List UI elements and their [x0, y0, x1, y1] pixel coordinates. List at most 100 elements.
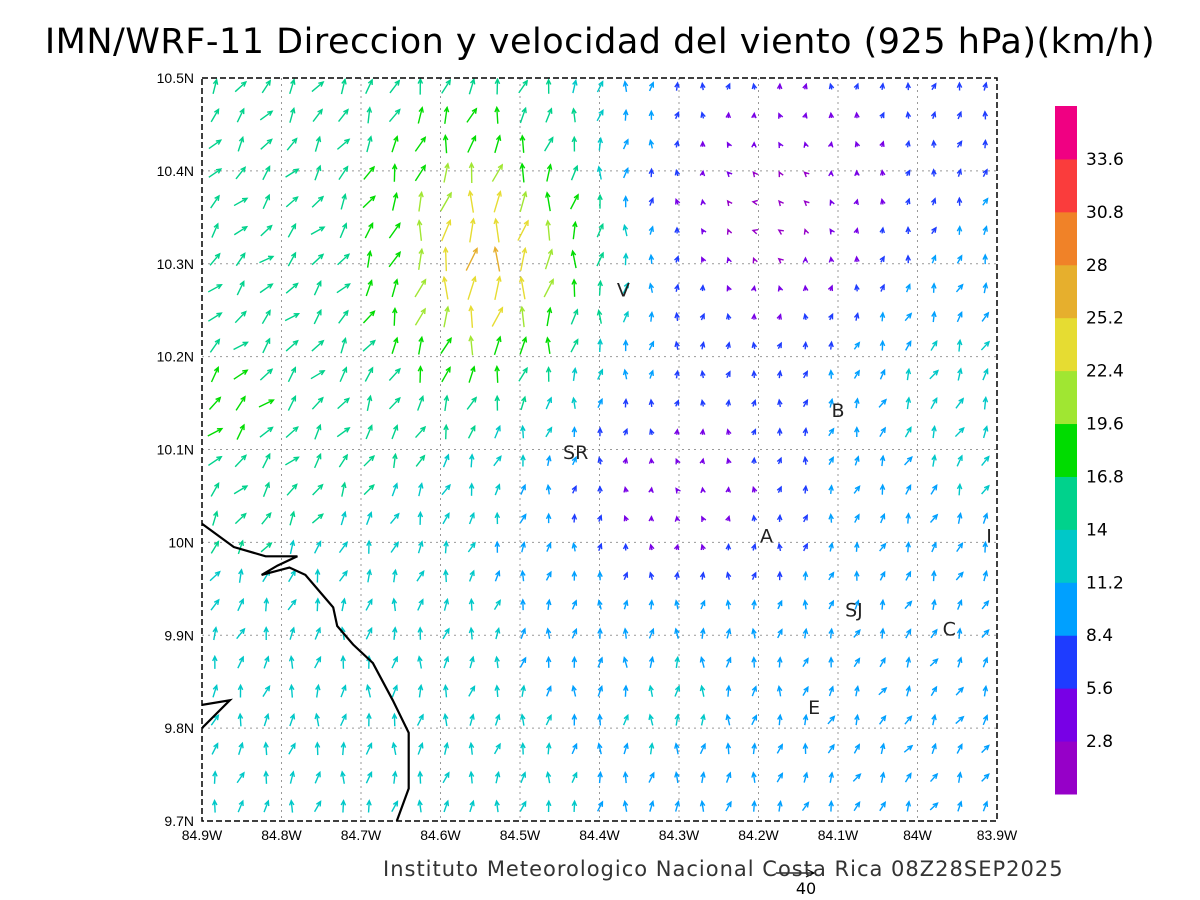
- wind-vector: [879, 426, 886, 438]
- wind-vector: [363, 165, 376, 180]
- wind-vector: [751, 199, 759, 206]
- wind-vector: [493, 599, 501, 610]
- wind-vector: [571, 684, 577, 697]
- wind-vector: [674, 515, 681, 522]
- wind-vector: [675, 198, 681, 205]
- wind-vector: [931, 454, 937, 467]
- wind-vector: [259, 283, 274, 294]
- place-label: C: [943, 618, 956, 640]
- colorbar-swatch: [1055, 158, 1077, 213]
- wind-vector: [982, 253, 989, 265]
- wind-vector: [982, 656, 989, 668]
- wind-vector: [546, 163, 553, 182]
- wind-vector: [777, 656, 783, 668]
- wind-vector: [468, 365, 476, 383]
- wind-vector: [571, 485, 577, 494]
- wind-vector: [418, 247, 424, 270]
- wind-vector: [366, 249, 373, 268]
- wind-vector: [879, 454, 886, 467]
- wind-vector: [956, 338, 963, 352]
- wind-vector: [879, 140, 885, 148]
- wind-vector: [981, 629, 990, 638]
- wind-vector: [468, 453, 475, 468]
- wind-vector: [259, 368, 274, 381]
- wind-vector: [494, 540, 501, 553]
- wind-vector: [391, 191, 399, 211]
- wind-vector: [571, 513, 578, 523]
- wind-vector: [699, 742, 706, 755]
- reference-vector-label: 40: [796, 879, 816, 898]
- wind-vector: [802, 713, 809, 726]
- wind-vector: [802, 284, 809, 292]
- wind-vector: [493, 742, 501, 755]
- wind-vector: [365, 742, 373, 755]
- wind-vector: [442, 771, 450, 784]
- wind-vector: [287, 366, 297, 383]
- wind-vector: [649, 428, 655, 436]
- wind-vector: [520, 424, 526, 439]
- wind-vector: [443, 741, 450, 755]
- wind-vector: [518, 366, 528, 382]
- wind-vector: [700, 198, 706, 206]
- wind-vector: [571, 742, 578, 755]
- wind-vector: [803, 312, 809, 321]
- wind-vector: [854, 713, 860, 726]
- wind-vector: [520, 395, 527, 411]
- wind-vector: [597, 542, 603, 552]
- wind-vector: [930, 484, 938, 495]
- wind-vector: [210, 713, 220, 726]
- wind-vector: [289, 78, 296, 95]
- wind-vector: [288, 569, 296, 583]
- wind-vector: [802, 455, 809, 465]
- wind-vector: [520, 684, 526, 697]
- colorbar-label: 22.4: [1086, 362, 1124, 382]
- colorbar-label: 16.8: [1086, 467, 1124, 487]
- wind-vector: [545, 799, 552, 813]
- colorbar-label: 11.2: [1086, 573, 1124, 593]
- wind-vector: [210, 481, 220, 497]
- wind-vector: [726, 284, 732, 292]
- wind-vector: [596, 80, 604, 93]
- wind-vector: [314, 712, 320, 727]
- wind-vector: [571, 655, 578, 668]
- wind-vector: [982, 168, 988, 177]
- wind-vector: [700, 369, 706, 379]
- wind-vector: [363, 455, 376, 467]
- wind-vector: [957, 656, 963, 668]
- wind-vector: [366, 799, 372, 813]
- wind-vector: [468, 334, 474, 356]
- wind-vector: [955, 397, 965, 409]
- wind-vector: [930, 685, 938, 697]
- x-tick-label: 84.3W: [659, 827, 700, 843]
- wind-vector: [571, 799, 578, 812]
- wind-vector: [726, 228, 733, 235]
- wind-vector: [288, 742, 296, 755]
- wind-vector: [365, 78, 373, 94]
- wind-vector: [237, 135, 245, 152]
- wind-vector: [312, 108, 323, 123]
- wind-vector: [337, 253, 351, 266]
- wind-vector: [442, 712, 449, 727]
- wind-vector: [854, 255, 860, 263]
- wind-vector: [366, 539, 372, 554]
- wind-vector: [570, 249, 577, 269]
- wind-vector: [288, 654, 295, 669]
- wind-vector: [622, 368, 629, 380]
- wind-vector: [776, 485, 782, 494]
- wind-vector: [494, 799, 500, 813]
- wind-vector: [289, 712, 296, 727]
- wind-vector: [443, 105, 450, 124]
- wind-vector: [828, 627, 834, 639]
- wind-vector: [467, 424, 476, 439]
- wind-vector: [700, 599, 706, 610]
- wind-vector: [390, 541, 400, 553]
- wind-vector: [493, 190, 502, 213]
- wind-vector: [905, 570, 912, 581]
- wind-vector: [237, 539, 244, 555]
- wind-vector: [596, 222, 604, 238]
- wind-vector: [751, 514, 758, 522]
- wind-vector: [905, 656, 912, 668]
- wind-vector: [388, 251, 402, 268]
- wind-vector: [981, 455, 990, 467]
